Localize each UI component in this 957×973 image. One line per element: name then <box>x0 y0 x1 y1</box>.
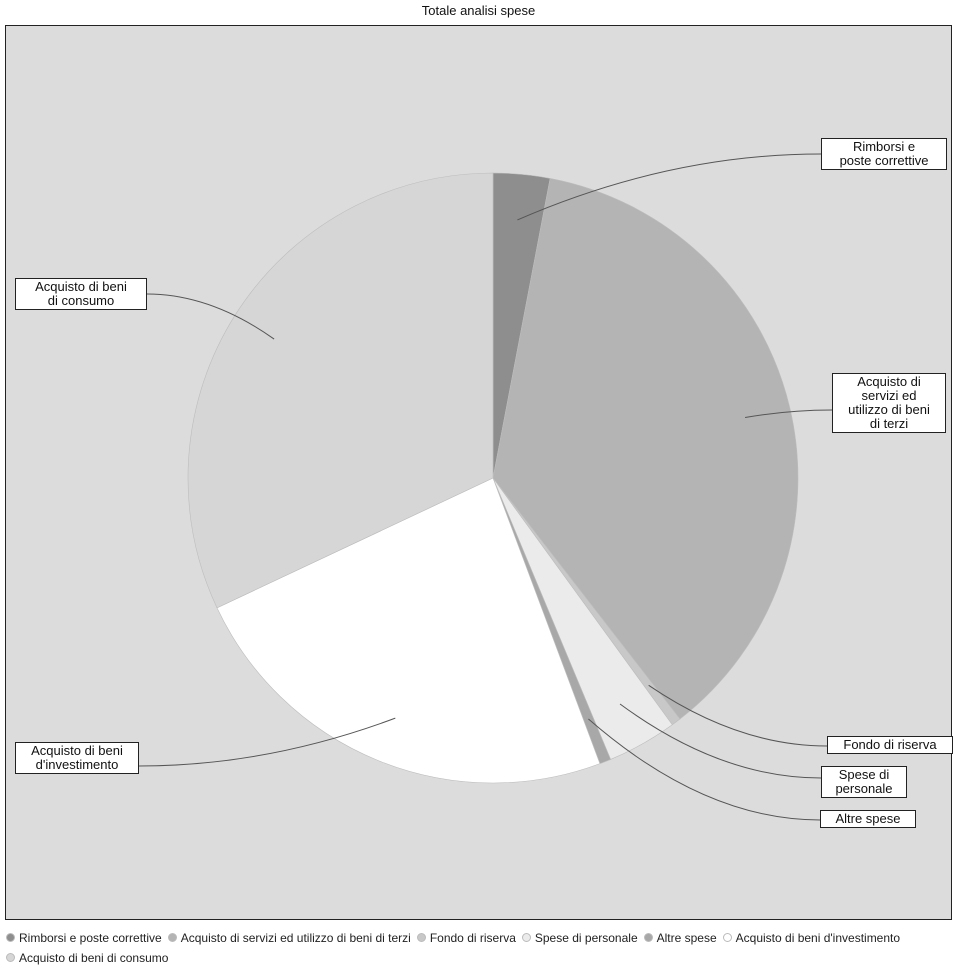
pie-slice-6 <box>187 172 494 609</box>
legend-label-1: Acquisto di servizi ed utilizzo di beni … <box>180 931 411 945</box>
legend-item-2: Fondo di riserva <box>416 928 516 948</box>
leader-line-5 <box>138 717 396 767</box>
leader-line-6 <box>146 293 275 340</box>
legend-swatch-6 <box>6 953 15 963</box>
legend-swatch-0 <box>6 933 15 943</box>
leader-line-2 <box>648 684 828 747</box>
legend-item-6: Acquisto di beni di consumo <box>6 948 168 968</box>
callout-fondo-riserva: Fondo di riserva <box>827 736 953 754</box>
legend-item-5: Acquisto di beni d'investimento <box>722 928 901 948</box>
chart-legend: Rimborsi e poste correttive Acquisto di s… <box>6 928 946 968</box>
callout-beni-investimento: Acquisto di beni d'investimento <box>15 742 139 774</box>
legend-item-1: Acquisto di servizi ed utilizzo di beni … <box>167 928 411 948</box>
callout-spese-personale: Spese di personale <box>821 766 907 798</box>
legend-item-4: Altre spese <box>643 928 717 948</box>
legend-swatch-3 <box>521 933 531 943</box>
callout-rimborsi: Rimborsi e poste correttive <box>821 138 947 170</box>
leader-line-0 <box>517 153 822 221</box>
leader-line-1 <box>745 409 833 418</box>
legend-swatch-4 <box>643 933 653 943</box>
pie-slice-1 <box>492 178 799 720</box>
pie-slice-5 <box>216 477 601 784</box>
legend-swatch-5 <box>722 933 732 943</box>
callout-altre-spese: Altre spese <box>820 810 916 828</box>
legend-item-3: Spese di personale <box>521 928 638 948</box>
legend-label-6: Acquisto di beni di consumo <box>19 951 169 965</box>
legend-label-0: Rimborsi e poste correttive <box>19 931 162 945</box>
chart-title: Totale analisi spese <box>421 3 536 18</box>
legend-swatch-2 <box>416 933 426 943</box>
legend-label-5: Acquisto di beni d'investimento <box>735 931 901 945</box>
plot-area: Rimborsi e poste correttive Acquisto di … <box>5 25 953 920</box>
legend-swatch-1 <box>167 933 177 943</box>
callout-acquisto-servizi: Acquisto di servizi ed utilizzo di beni … <box>832 373 946 433</box>
legend-label-2: Fondo di riserva <box>429 931 516 945</box>
callout-beni-consumo: Acquisto di beni di consumo <box>15 278 147 310</box>
pie-chart <box>138 153 833 821</box>
legend-label-4: Altre spese <box>656 931 717 945</box>
legend-label-3: Spese di personale <box>534 931 638 945</box>
leader-line-3 <box>619 703 822 779</box>
legend-item-0: Rimborsi e poste correttive <box>6 928 162 948</box>
leader-line-4 <box>588 718 821 821</box>
